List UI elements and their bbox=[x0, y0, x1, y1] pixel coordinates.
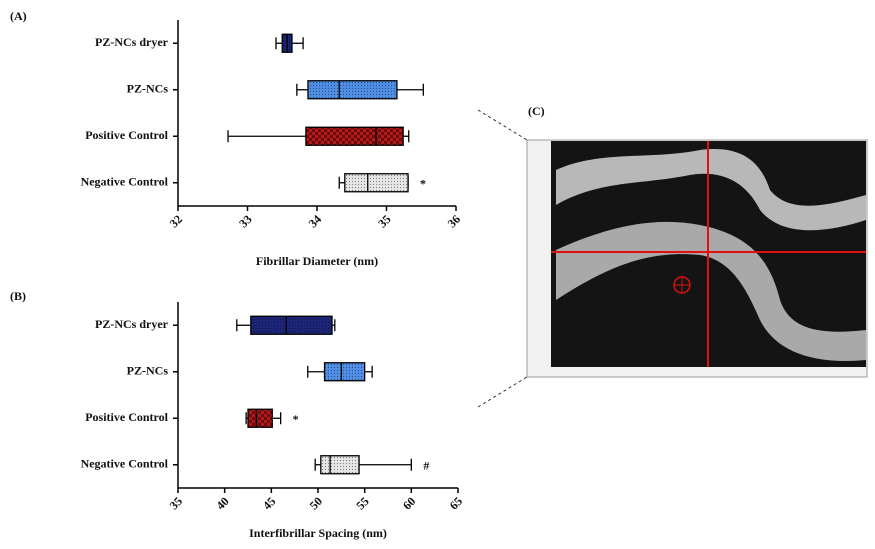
box bbox=[308, 81, 397, 99]
y-tick-label: PZ-NCs dryer bbox=[95, 35, 169, 49]
significance-marker: * bbox=[420, 177, 426, 191]
x-tick-label: 33 bbox=[236, 212, 254, 230]
box bbox=[321, 456, 359, 474]
y-tick-label: PZ-NCs dryer bbox=[95, 317, 169, 331]
x-axis-label: Interfibrillar Spacing (nm) bbox=[249, 526, 387, 540]
box bbox=[345, 174, 408, 192]
significance-marker: # bbox=[423, 459, 429, 473]
y-tick-label: PZ-NCs bbox=[127, 82, 169, 96]
x-axis-label: Fibrillar Diameter (nm) bbox=[256, 254, 378, 268]
box bbox=[248, 409, 272, 427]
x-tick-label: 50 bbox=[307, 494, 325, 512]
significance-marker: * bbox=[293, 412, 299, 426]
connector bbox=[478, 377, 527, 407]
box bbox=[306, 127, 403, 145]
image-panel: (C) bbox=[478, 104, 867, 407]
y-tick-label: Positive Control bbox=[85, 410, 168, 424]
x-tick-label: 40 bbox=[213, 494, 231, 512]
x-tick-label: 32 bbox=[167, 212, 185, 230]
connector bbox=[478, 110, 527, 140]
box bbox=[325, 363, 365, 381]
x-tick-label: 35 bbox=[375, 212, 393, 230]
panel-label: (C) bbox=[528, 104, 545, 118]
x-tick-label: 65 bbox=[447, 494, 465, 512]
panel-label: (B) bbox=[10, 289, 26, 303]
x-tick-label: 36 bbox=[445, 212, 463, 230]
y-tick-label: Negative Control bbox=[81, 457, 169, 471]
y-tick-label: PZ-NCs bbox=[127, 364, 169, 378]
y-tick-label: Negative Control bbox=[81, 175, 169, 189]
x-tick-label: 55 bbox=[353, 494, 371, 512]
panel-label: (A) bbox=[10, 9, 27, 23]
box bbox=[251, 316, 332, 334]
x-tick-label: 34 bbox=[306, 212, 324, 230]
figure: (C) (A) 32 33 34 35 36 Fibrillar Diameter (nm)… bbox=[0, 0, 875, 544]
x-tick-label: 60 bbox=[400, 494, 418, 512]
x-tick-label: 35 bbox=[167, 494, 185, 512]
x-tick-label: 45 bbox=[260, 494, 278, 512]
y-tick-label: Positive Control bbox=[85, 128, 168, 142]
